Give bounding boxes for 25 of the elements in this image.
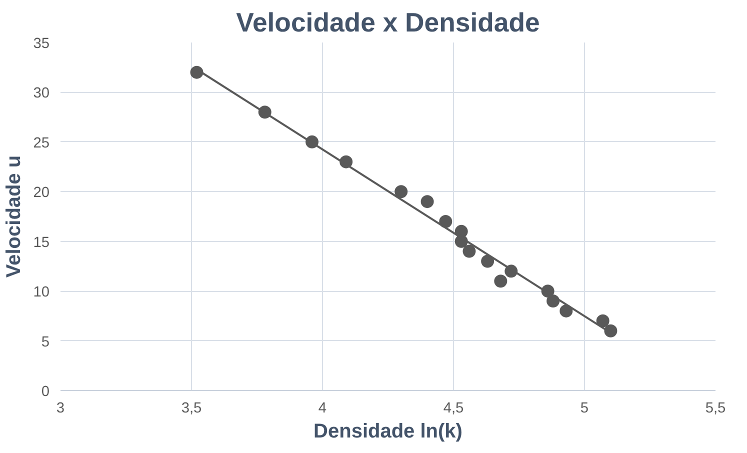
point xyxy=(420,195,434,208)
y-tick-label: 30 xyxy=(33,86,50,102)
y-axis-title: Velocidade u xyxy=(3,155,26,278)
x-tick-label: 3,5 xyxy=(181,400,202,416)
x-tick-label: 4,5 xyxy=(443,400,464,416)
y-tick-label: 15 xyxy=(33,234,50,251)
x-tick-label: 4 xyxy=(318,400,327,416)
point xyxy=(462,244,476,258)
point xyxy=(439,214,452,228)
x-tick-label: 5,5 xyxy=(705,400,726,416)
point xyxy=(596,314,610,328)
y-tick-label: 5 xyxy=(41,334,50,350)
chart-title: Velocidade x Densidade xyxy=(236,8,540,38)
x-axis-title: Densidade ln(k) xyxy=(314,420,462,442)
point xyxy=(560,304,573,318)
point xyxy=(394,185,408,198)
y-tick-label: 20 xyxy=(33,185,50,202)
y-tick-label: 10 xyxy=(33,284,50,301)
point xyxy=(494,274,508,288)
x-tick-label: 5 xyxy=(580,400,589,416)
y-tick-label: 35 xyxy=(33,36,50,52)
point xyxy=(481,254,494,268)
y-tick-label: 0 xyxy=(41,384,50,400)
x-tick-label: 3 xyxy=(56,400,65,416)
y-tick-label: 25 xyxy=(33,135,50,152)
